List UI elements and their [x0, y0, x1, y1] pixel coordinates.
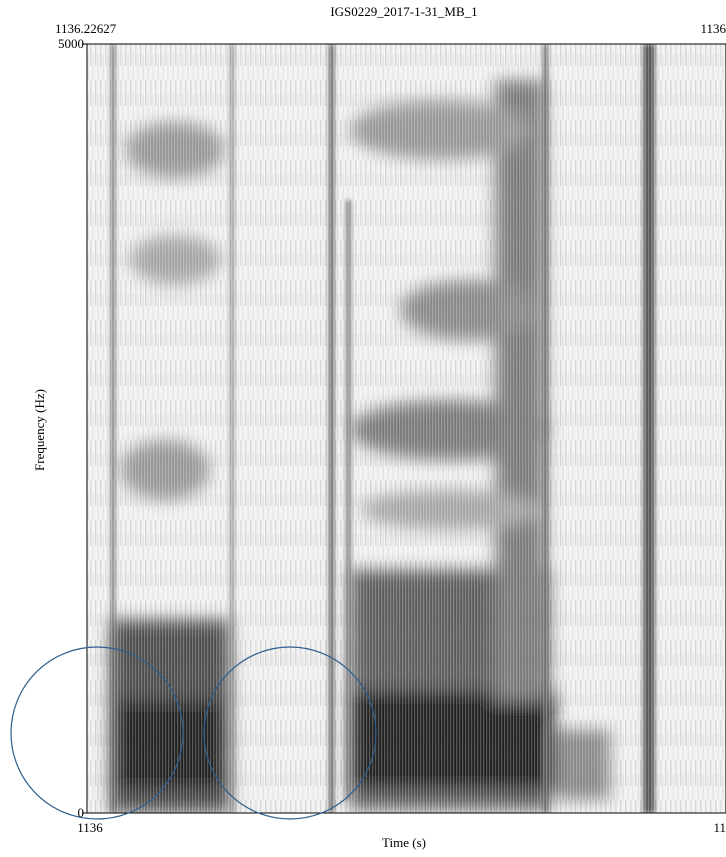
spectrogram: [87, 44, 726, 813]
top-left-time: 1136.22627: [55, 21, 117, 36]
bottom-left-time: 1136: [77, 820, 103, 835]
y-tick-label: 5000: [58, 36, 84, 51]
x-axis-label: Time (s): [382, 835, 426, 850]
chart: IGS0229_2017-1-31_MB_1 1136.22627 1136 1…: [0, 0, 726, 857]
bottom-right-time: 11: [713, 820, 726, 835]
chart-title: IGS0229_2017-1-31_MB_1: [330, 4, 477, 19]
top-right-time: 1136: [700, 21, 726, 36]
y-axis-label: Frequency (Hz): [32, 389, 47, 471]
y-tick-label: 0: [78, 805, 85, 820]
